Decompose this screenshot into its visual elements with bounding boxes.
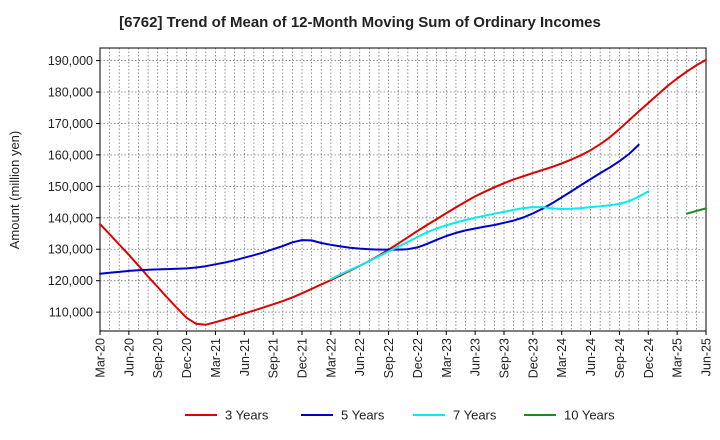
- y-tick-label: 180,000: [48, 86, 93, 100]
- y-tick-label: 130,000: [48, 243, 93, 257]
- plot-area-frame: [99, 47, 707, 332]
- x-tick-label: Mar-20: [94, 338, 108, 378]
- x-tick-label: Mar-23: [440, 338, 454, 378]
- series-line-3-years: [99, 58, 707, 326]
- y-tick-label: 110,000: [49, 306, 93, 320]
- grid-layer: [100, 48, 706, 331]
- x-tick-label: Jun-20: [122, 338, 136, 376]
- y-tick-label: 150,000: [48, 180, 93, 194]
- x-tick-label: Dec-24: [642, 338, 656, 378]
- y-tick-label: 140,000: [48, 211, 93, 225]
- y-tick-label: 190,000: [48, 54, 93, 68]
- x-tick-label: Mar-25: [671, 338, 685, 378]
- x-axis-ticks: Mar-20 Jun-20 Sep-20 Dec-20 Mar-21 Jun-21 Sep-…: [94, 331, 714, 378]
- legend-label-3-years: 3 Years: [225, 408, 269, 423]
- series-layer: [99, 58, 707, 326]
- series-line-5-years: [99, 143, 640, 275]
- x-tick-label: Sep-21: [267, 338, 281, 378]
- x-tick-label: Mar-21: [209, 338, 223, 378]
- x-tick-label: Jun-24: [584, 338, 598, 376]
- series-line-10-years: [685, 207, 707, 215]
- x-tick-label: Mar-24: [555, 338, 569, 378]
- x-tick-label: Jun-21: [238, 338, 252, 376]
- y-tick-label: 160,000: [48, 148, 93, 162]
- legend-label-10-years: 10 Years: [564, 408, 615, 423]
- legend-label-5-years: 5 Years: [341, 408, 385, 423]
- x-tick-label: Sep-20: [151, 338, 165, 378]
- x-tick-label: Sep-24: [613, 338, 627, 378]
- x-tick-label: Jun-25: [700, 338, 714, 376]
- y-tick-label: 170,000: [48, 117, 93, 131]
- x-tick-label: Dec-21: [296, 338, 310, 378]
- y-tick-label: 120,000: [48, 274, 93, 288]
- x-tick-label: Jun-23: [469, 338, 483, 376]
- x-tick-label: Jun-22: [353, 338, 367, 376]
- y-axis-ticks: 110,000 120,000 130,000 140,000 150,000 160,0…: [48, 54, 100, 320]
- legend-label-7-years: 7 Years: [453, 408, 497, 423]
- legend: 3 Years 5 Years 7 Years 10 Years: [185, 408, 615, 423]
- x-tick-label: Dec-23: [526, 338, 540, 378]
- chart-title: [6762] Trend of Mean of 12-Month Moving …: [119, 14, 601, 31]
- x-tick-label: Dec-22: [411, 338, 425, 378]
- x-tick-label: Mar-22: [324, 338, 338, 378]
- series-line-7-years: [329, 190, 650, 281]
- y-axis-label: Amount (million yen): [7, 131, 22, 250]
- x-tick-label: Sep-23: [498, 338, 512, 378]
- x-tick-label: Dec-20: [180, 338, 194, 378]
- x-tick-label: Sep-22: [382, 338, 396, 378]
